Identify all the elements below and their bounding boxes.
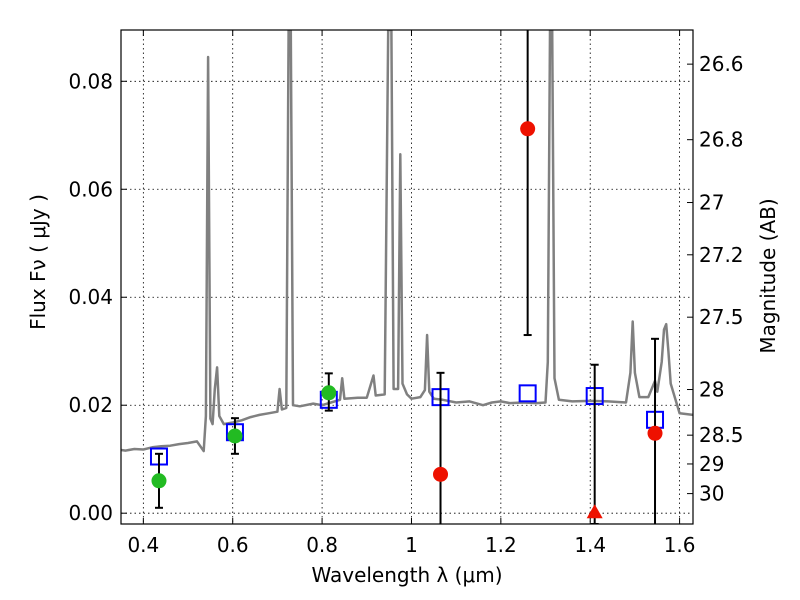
model-square <box>518 384 537 403</box>
y2-tick-label: 26.8 <box>699 128 744 152</box>
red-point <box>647 425 663 441</box>
y-tick-label: 0.02 <box>68 393 113 417</box>
y2-tick-label: 29 <box>699 452 724 476</box>
red-triangle <box>586 504 603 519</box>
y-tick-label: 0.00 <box>68 501 113 525</box>
x-tick-label: 1 <box>405 533 418 557</box>
green-point <box>321 385 337 401</box>
x-tick-label: 0.6 <box>217 533 249 557</box>
y2-tick-label: 27.5 <box>699 305 744 329</box>
x-tick-label: 1.6 <box>664 533 696 557</box>
y2-tick-label: 26.6 <box>699 52 744 76</box>
green-point <box>151 473 167 489</box>
y2-tick-label: 28 <box>699 378 724 402</box>
x-tick-label: 1.2 <box>485 533 517 557</box>
x-axis-label: Wavelength λ (μm) <box>311 563 502 587</box>
y2-tick-label: 27 <box>699 191 724 215</box>
red-point <box>433 466 449 482</box>
plot-frame <box>120 29 694 525</box>
y2-axis-label: Magnitude (AB) <box>756 198 780 353</box>
grid <box>121 30 693 524</box>
y-tick-label: 0.04 <box>68 285 113 309</box>
y2-tick-label: 27.2 <box>699 243 744 267</box>
x-tick-label: 0.8 <box>306 533 338 557</box>
ticks: 0.4 0.6 0.8 1 1.2 1.4 1.6 0.00 0.02 0.04 0.06 0.08 2… <box>68 30 744 557</box>
plot-series <box>121 30 693 524</box>
y2-tick-label: 30 <box>699 482 724 506</box>
y-tick-label: 0.06 <box>68 177 113 201</box>
y-tick-label: 0.08 <box>68 69 113 93</box>
y2-tick-label: 28.5 <box>699 423 744 447</box>
x-tick-label: 0.4 <box>127 533 159 557</box>
y-axis-label: Flux Fν ( μJy ) <box>26 194 50 330</box>
x-tick-label: 1.4 <box>574 533 606 557</box>
green-point <box>227 428 243 444</box>
spectrum-line <box>121 30 693 453</box>
red-point <box>520 121 536 137</box>
